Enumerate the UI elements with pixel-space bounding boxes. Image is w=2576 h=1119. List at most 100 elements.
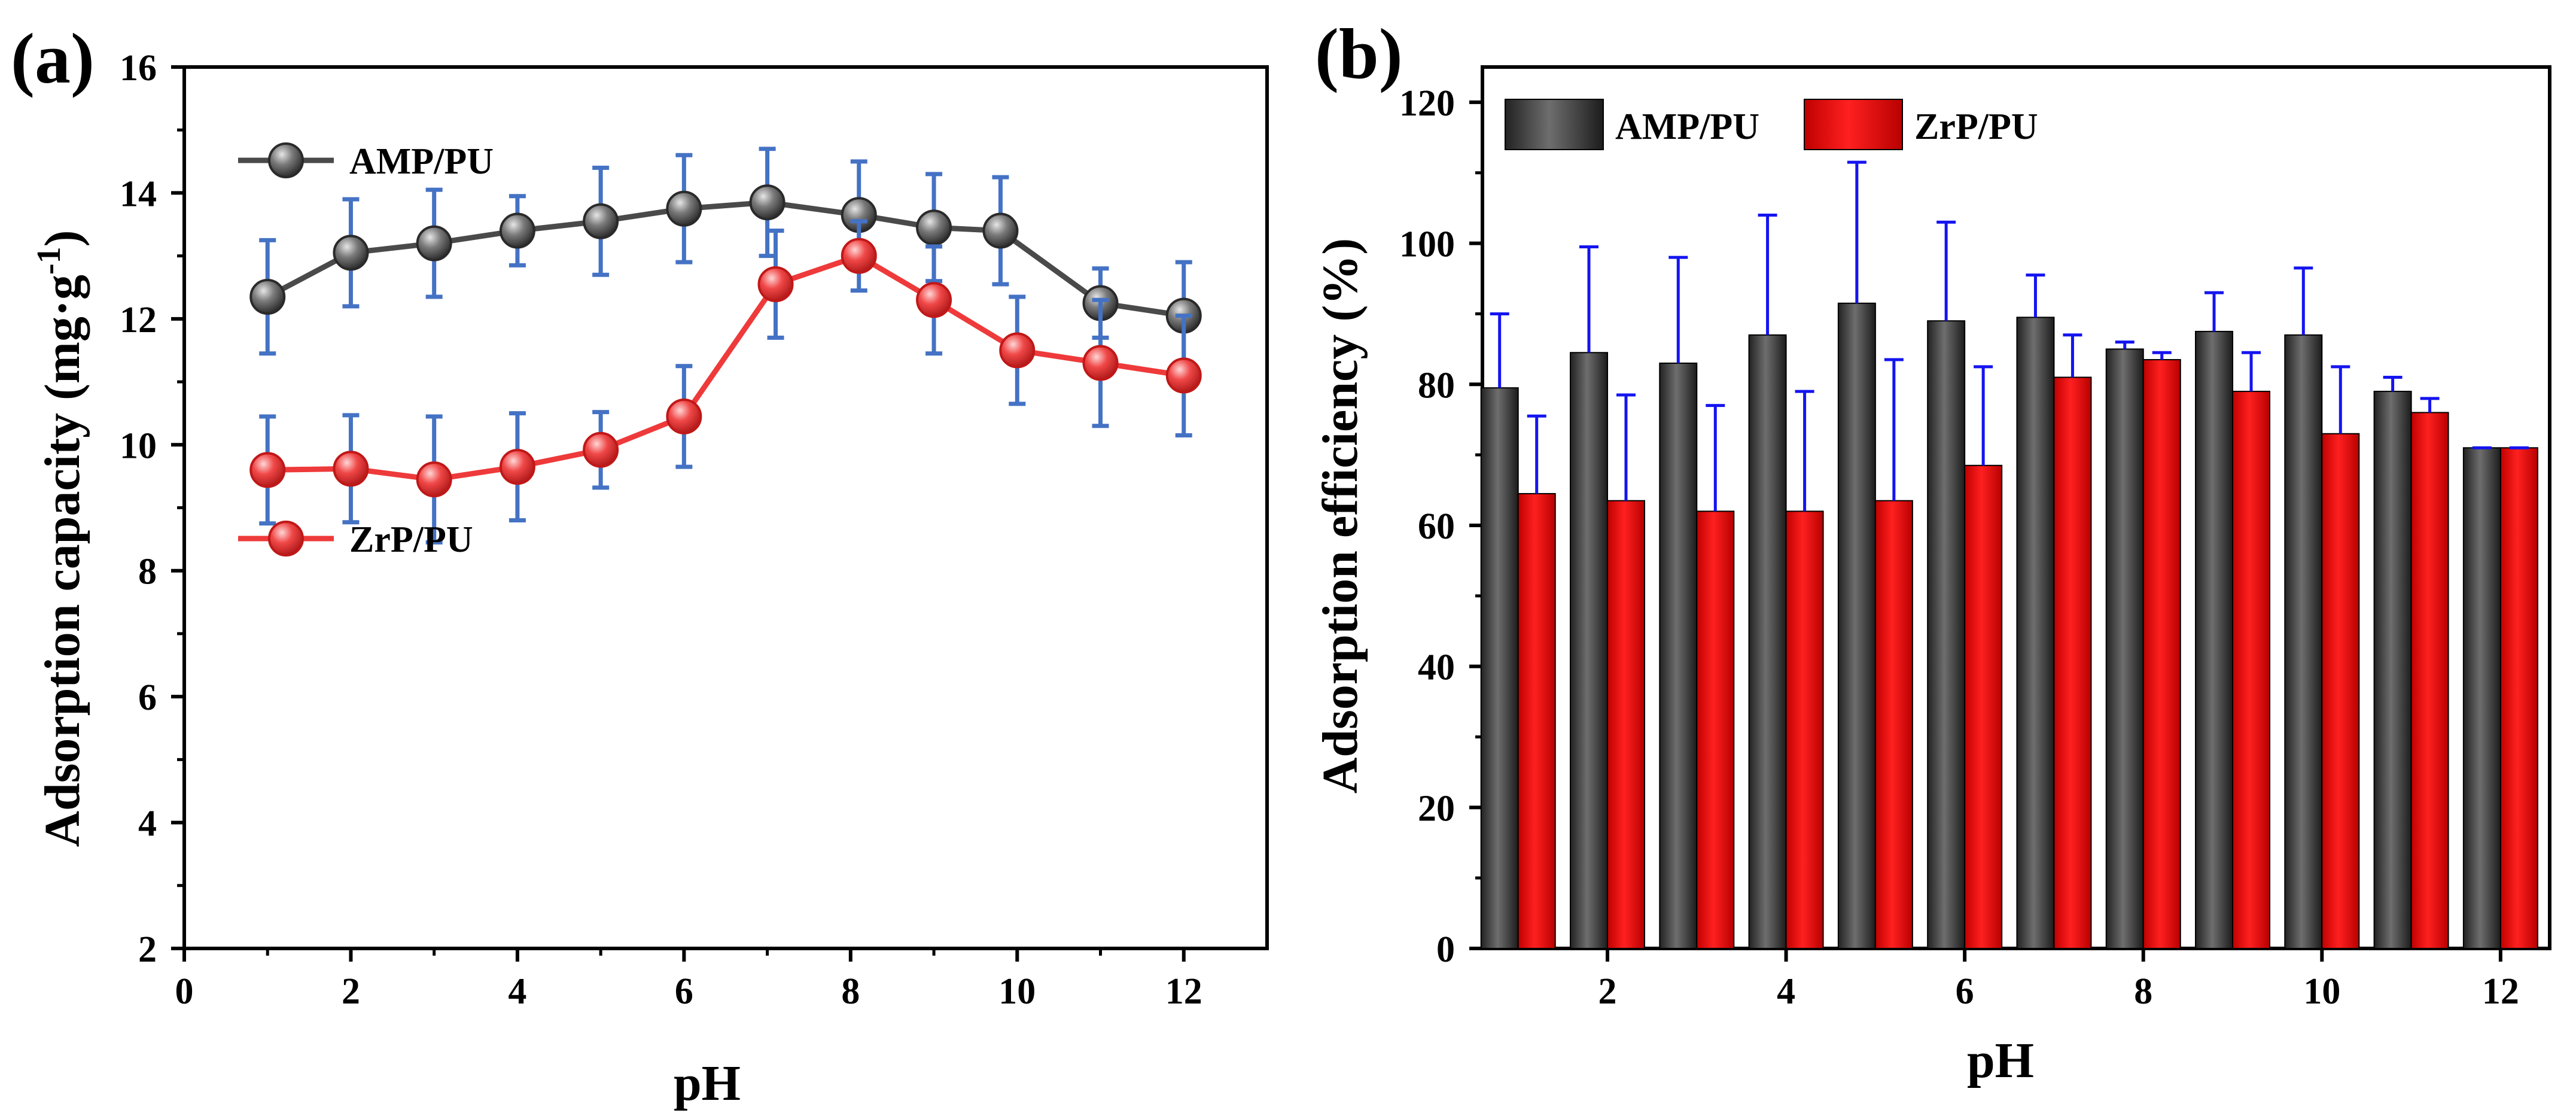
data-point-amp xyxy=(982,212,1019,249)
x-tick-label-b: 12 xyxy=(2482,971,2519,1012)
x-tick-label-a: 10 xyxy=(998,971,1036,1012)
bar-zrp xyxy=(1874,500,1913,949)
y-tick-label-b: 80 xyxy=(1418,365,1455,406)
panel-a-ylabel-sup: -1 xyxy=(31,247,68,275)
bar-zrp xyxy=(2499,447,2538,949)
bar-amp xyxy=(1837,302,1876,949)
x-tick-label-a: 12 xyxy=(1165,971,1202,1012)
y-tick-label-b: 100 xyxy=(1399,224,1455,265)
y-tick-label-b: 20 xyxy=(1418,788,1455,829)
legend-swatch-amp xyxy=(1505,99,1604,150)
x-tick-label-b: 8 xyxy=(2134,971,2152,1012)
data-point-zrp xyxy=(416,461,452,498)
bar-zrp xyxy=(1607,500,1646,949)
x-tick-label-b: 2 xyxy=(1598,971,1617,1012)
data-point-zrp xyxy=(333,451,369,487)
panel-a-label: (a) xyxy=(11,19,95,98)
bar-amp xyxy=(1570,352,1609,949)
bar-amp xyxy=(1480,387,1519,949)
data-point-amp xyxy=(916,209,952,246)
bar-amp xyxy=(2195,330,2234,949)
x-tick-label-a: 8 xyxy=(841,971,860,1012)
bar-amp xyxy=(2373,391,2412,949)
bar-zrp xyxy=(1696,510,1735,949)
y-tick-label-b: 120 xyxy=(1399,83,1455,124)
legend-marker-amp xyxy=(268,142,304,178)
data-point-zrp xyxy=(583,431,619,468)
bar-zrp xyxy=(2321,433,2360,949)
legend-label-zrp: ZrP/PU xyxy=(349,519,473,560)
y-tick-label-a: 2 xyxy=(138,929,157,970)
data-point-amp xyxy=(749,184,785,221)
bar-amp xyxy=(1659,362,1698,949)
data-point-zrp xyxy=(841,238,877,274)
y-tick-label-a: 10 xyxy=(120,425,157,466)
legend-label-zrp-b: ZrP/PU xyxy=(1914,107,2038,147)
bar-amp xyxy=(1927,320,1966,949)
data-point-amp xyxy=(499,212,535,249)
bar-amp xyxy=(2016,317,2055,949)
panel-b-ylabel: Adsorption efficiency (%) xyxy=(1313,238,1368,794)
bar-amp xyxy=(2105,348,2144,949)
series-line-amp xyxy=(266,199,1185,319)
x-tick-label-a: 6 xyxy=(675,971,693,1012)
y-tick-label-b: 40 xyxy=(1418,647,1455,688)
panel-a-xlabel: pH xyxy=(674,1056,741,1111)
bar-zrp xyxy=(2053,376,2092,949)
bar-zrp xyxy=(1517,492,1556,949)
legend-label-amp-b: AMP/PU xyxy=(1615,107,1759,147)
bar-amp xyxy=(1748,334,1787,949)
data-point-zrp xyxy=(999,332,1036,369)
data-point-amp xyxy=(666,190,702,227)
panel-b-xlabel: pH xyxy=(1967,1033,2034,1088)
legend-marker-zrp xyxy=(268,521,304,557)
data-point-amp xyxy=(249,279,286,315)
bar-zrp xyxy=(1785,510,1824,949)
y-tick-label-a: 6 xyxy=(138,677,157,718)
panel-a-ylabel: Adsorption capacity (mg·g-1) xyxy=(31,230,90,847)
panel-b-label: (b) xyxy=(1315,14,1403,93)
panel-b: (b) 0 20 40 60 80 100 120 2 4 6 8 10 12 AMP/PU ZrP/P… xyxy=(1313,14,2551,1088)
panel-a-ylabel-main: Adsorption capacity (mg·g xyxy=(35,275,90,847)
data-point-zrp xyxy=(666,398,702,434)
x-tick-label-a: 0 xyxy=(175,971,194,1012)
data-point-amp xyxy=(583,203,619,239)
bar-zrp xyxy=(2410,412,2449,949)
series-line-zrp xyxy=(267,253,1185,482)
y-tick-label-a: 8 xyxy=(138,552,157,592)
bar-amp xyxy=(2462,447,2501,949)
x-tick-label-a: 4 xyxy=(508,971,526,1012)
data-point-zrp xyxy=(249,452,286,488)
data-point-zrp xyxy=(499,449,535,485)
x-tick-label-b: 6 xyxy=(1956,971,1974,1012)
y-tick-label-a: 16 xyxy=(120,48,157,89)
y-tick-label-a: 14 xyxy=(120,174,157,214)
panel-b-legend: AMP/PU ZrP/PU xyxy=(1505,99,2038,150)
bar-amp xyxy=(2284,334,2323,949)
data-point-zrp xyxy=(1082,345,1119,381)
bar-zrp xyxy=(2232,391,2271,949)
y-tick-label-b: 0 xyxy=(1436,929,1455,970)
x-tick-label-a: 2 xyxy=(342,971,360,1012)
y-tick-label-a: 12 xyxy=(120,300,157,340)
panel-b-bars xyxy=(1480,160,2538,949)
x-tick-label-b: 4 xyxy=(1777,971,1795,1012)
bar-zrp xyxy=(2142,359,2181,949)
y-tick-label-a: 4 xyxy=(138,804,157,844)
y-tick-label-b: 60 xyxy=(1418,506,1455,547)
bar-zrp xyxy=(1964,464,2003,949)
legend-swatch-zrp xyxy=(1804,99,1903,150)
data-point-zrp xyxy=(757,266,794,302)
data-point-zrp xyxy=(916,282,952,318)
panel-a-ylabel-tail: ) xyxy=(35,230,90,247)
data-point-amp xyxy=(416,225,452,261)
data-point-amp xyxy=(333,235,369,271)
data-point-zrp xyxy=(1165,357,1202,394)
x-tick-label-b: 10 xyxy=(2303,971,2340,1012)
legend-label-amp: AMP/PU xyxy=(349,141,494,182)
panel-b-ticks: 0 20 40 60 80 100 120 2 4 6 8 10 12 xyxy=(1399,83,2519,1012)
panel-a-legend: AMP/PU ZrP/PU xyxy=(238,141,494,560)
